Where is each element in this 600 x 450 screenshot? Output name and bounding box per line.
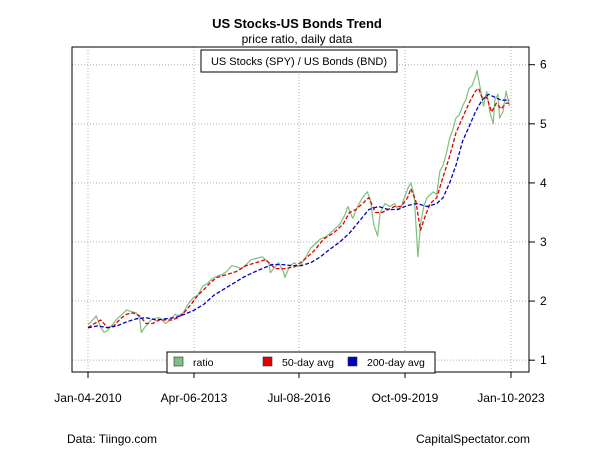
x-tick-label: Apr-06-2013 [161, 391, 228, 405]
site-credit: CapitalSpectator.com [415, 432, 530, 446]
series-line-ratio [87, 69, 510, 333]
legend-label-50-day: 50-day avg [282, 357, 334, 369]
series-label-box: US Stocks (SPY) / US Bonds (BND) [200, 49, 398, 73]
legend-label-200-day: 200-day avg [367, 357, 425, 369]
legend-swatch-50-day [262, 356, 273, 367]
y-tick-label: 3 [540, 235, 547, 249]
legend-frame [166, 351, 436, 374]
x-tick-label: Jul-08-2016 [267, 391, 331, 405]
y-axis: 1 2 3 4 5 6 [529, 58, 547, 367]
data-source-note: Data: Tiingo.com [67, 432, 158, 446]
y-tick-label: 5 [540, 117, 547, 131]
legend-swatch-ratio [173, 356, 184, 367]
y-tick-label: 2 [540, 294, 547, 308]
y-tick-label: 4 [540, 176, 547, 190]
y-tick-label: 1 [540, 353, 547, 367]
x-tick-label: Oct-09-2019 [372, 391, 439, 405]
series-line-50-day-avg [87, 87, 510, 329]
legend: ratio 50-day avg 200-day avg [166, 351, 436, 374]
legend-swatch-200-day [347, 356, 358, 367]
chart-title: US Stocks-US Bonds Trend [212, 16, 382, 31]
x-tick-label: Jan-04-2010 [54, 391, 122, 405]
series-layer [87, 69, 510, 333]
y-tick-label: 6 [540, 58, 547, 72]
series-label-text: US Stocks (SPY) / US Bonds (BND) [211, 56, 387, 68]
series-line-200-day-avg [87, 93, 510, 329]
legend-label-ratio: ratio [193, 357, 214, 369]
x-axis: Jan-04-2010 Apr-06-2013 Jul-08-2016 Oct-09-… [54, 372, 545, 405]
x-tick-label: Jan-10-2023 [477, 391, 545, 405]
series-label-frame [200, 49, 398, 73]
chart-subtitle: price ratio, daily data [242, 32, 353, 46]
